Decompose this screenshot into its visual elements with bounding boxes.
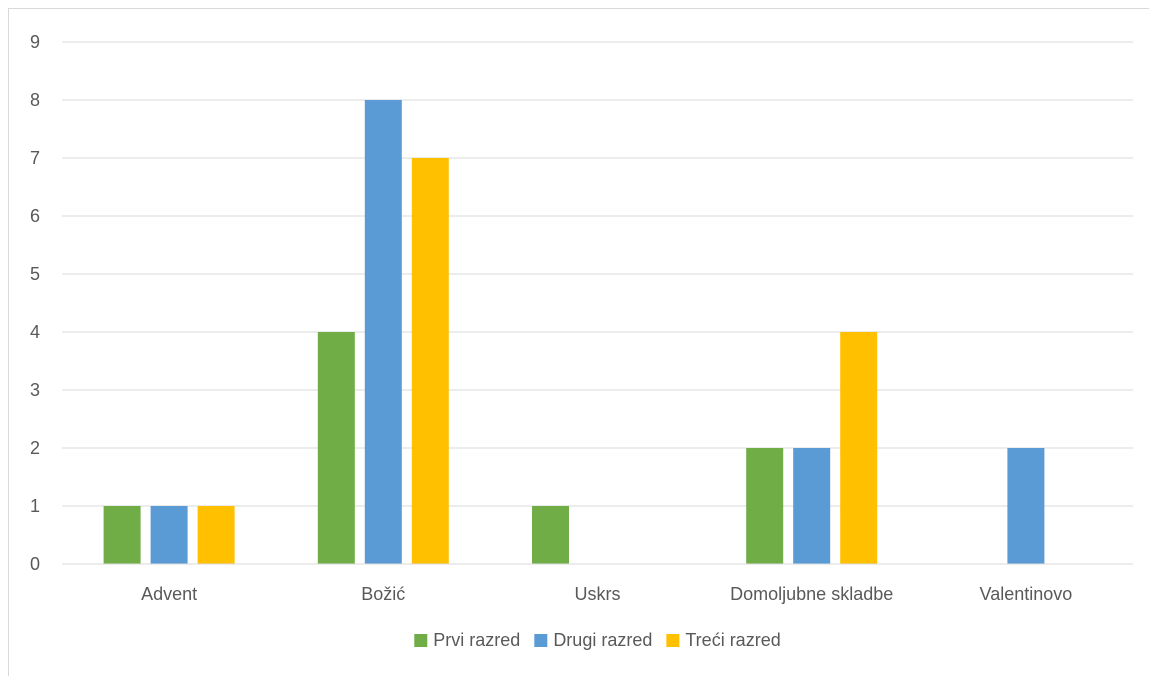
legend-label: Drugi razred	[553, 630, 652, 650]
legend: Prvi razred Drugi razred Treći razred	[414, 630, 781, 650]
legend-swatch	[534, 634, 548, 647]
bar	[150, 506, 188, 564]
legend-label: Prvi razred	[433, 630, 520, 650]
bars	[103, 100, 1045, 564]
legend-item: Drugi razred	[534, 630, 652, 650]
x-category-label: Uskrs	[575, 584, 621, 604]
x-category-label: Advent	[141, 584, 197, 604]
bar	[793, 448, 831, 564]
bar	[197, 506, 235, 564]
y-tick-label: 2	[30, 438, 40, 458]
legend-label: Treći razred	[685, 630, 780, 650]
y-tick-label: 1	[30, 496, 40, 516]
bar	[1007, 448, 1045, 564]
bar	[840, 332, 878, 564]
bar	[746, 448, 784, 564]
y-tick-label: 7	[30, 148, 40, 168]
x-category-label: Božić	[361, 584, 405, 604]
x-category-label: Valentinovo	[980, 584, 1073, 604]
bar	[364, 100, 402, 564]
bar	[411, 158, 449, 564]
bar	[532, 506, 569, 564]
y-tick-label: 9	[30, 32, 40, 52]
y-axis-tick-labels: 0 1 2 3 4 5 6 7 8 9	[30, 32, 40, 574]
legend-item: Treći razred	[666, 630, 781, 650]
legend-item: Prvi razred	[414, 630, 520, 650]
gridlines	[62, 41, 1133, 507]
x-axis-category-labels: Advent Božić Uskrs Domoljubne skladbe Valent…	[141, 584, 1072, 604]
legend-swatch	[666, 634, 680, 647]
chart-frame	[8, 8, 1149, 676]
y-tick-label: 5	[30, 264, 40, 284]
y-tick-label: 4	[30, 322, 40, 342]
y-tick-label: 0	[30, 554, 40, 574]
x-category-label: Domoljubne skladbe	[730, 584, 893, 604]
y-tick-label: 3	[30, 380, 40, 400]
bar	[103, 506, 141, 564]
y-tick-label: 8	[30, 90, 40, 110]
bar	[317, 332, 355, 564]
y-tick-label: 6	[30, 206, 40, 226]
legend-swatch	[414, 634, 428, 647]
